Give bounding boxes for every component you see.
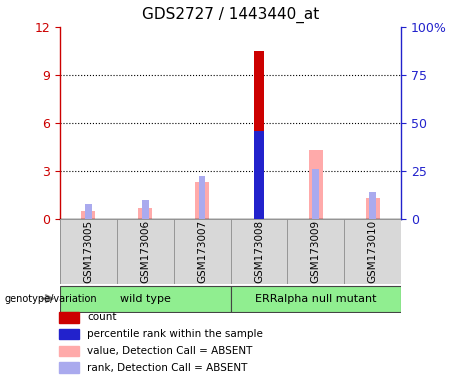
Bar <box>369 192 376 219</box>
Text: genotype/variation: genotype/variation <box>5 293 97 304</box>
Bar <box>254 51 264 219</box>
Text: value, Detection Call = ABSENT: value, Detection Call = ABSENT <box>87 346 253 356</box>
Bar <box>142 200 148 219</box>
Title: GDS2727 / 1443440_at: GDS2727 / 1443440_at <box>142 7 319 23</box>
Text: GSM173008: GSM173008 <box>254 220 264 283</box>
Bar <box>195 182 209 219</box>
Bar <box>59 312 79 323</box>
Text: count: count <box>87 312 117 322</box>
Bar <box>366 198 380 219</box>
Bar <box>117 219 174 284</box>
Bar <box>313 169 319 219</box>
Bar <box>230 286 401 311</box>
Bar <box>199 176 206 219</box>
Text: GSM173005: GSM173005 <box>83 220 94 283</box>
Text: GSM173009: GSM173009 <box>311 220 321 283</box>
Bar <box>230 219 287 284</box>
Bar <box>81 211 95 219</box>
Bar <box>254 131 264 219</box>
Text: GSM173010: GSM173010 <box>367 220 378 283</box>
Text: ERRalpha null mutant: ERRalpha null mutant <box>255 293 377 304</box>
Bar <box>59 329 79 339</box>
Text: percentile rank within the sample: percentile rank within the sample <box>87 329 263 339</box>
Bar <box>85 204 92 219</box>
Bar <box>59 362 79 373</box>
Bar <box>59 346 79 356</box>
Text: rank, Detection Call = ABSENT: rank, Detection Call = ABSENT <box>87 363 248 373</box>
Bar <box>60 286 230 311</box>
Bar <box>138 208 152 219</box>
Bar <box>309 150 323 219</box>
Text: GSM173007: GSM173007 <box>197 220 207 283</box>
Bar <box>174 219 230 284</box>
Bar <box>344 219 401 284</box>
Bar <box>287 219 344 284</box>
Text: wild type: wild type <box>120 293 171 304</box>
Text: GSM173006: GSM173006 <box>140 220 150 283</box>
Bar <box>60 219 117 284</box>
